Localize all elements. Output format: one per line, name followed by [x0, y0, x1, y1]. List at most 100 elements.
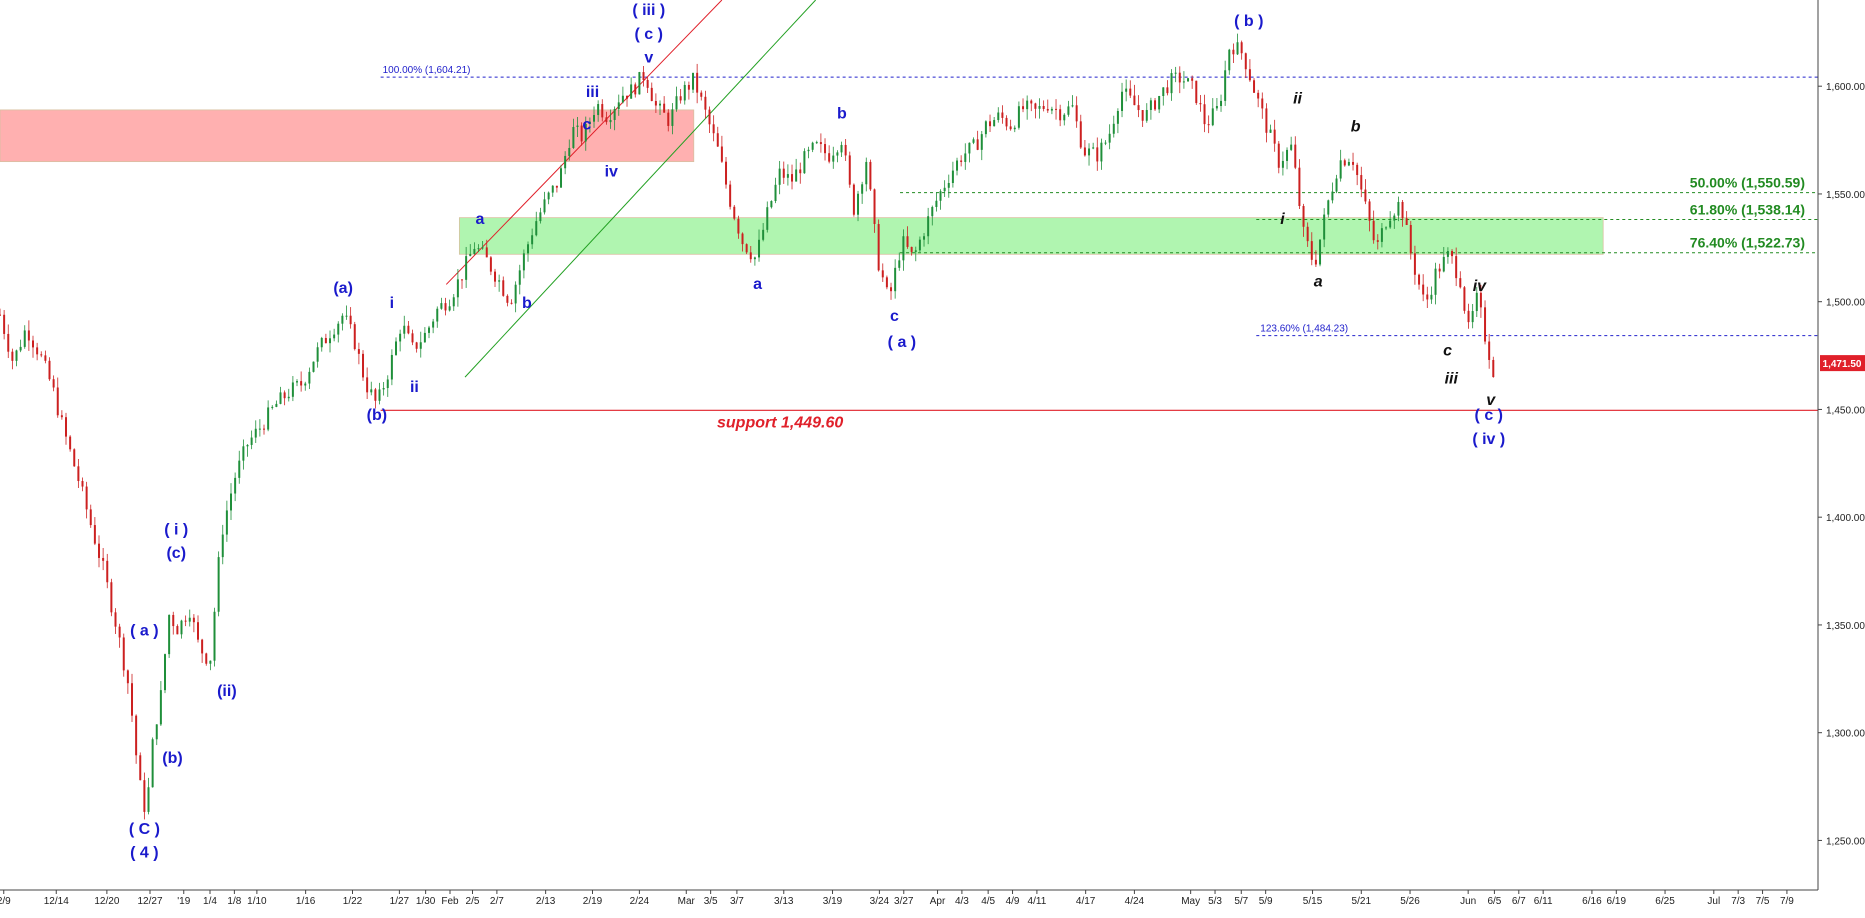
candle-body [1182, 81, 1185, 83]
candle-body [1393, 215, 1396, 221]
candle-body [1471, 311, 1474, 323]
candle-body [943, 187, 946, 192]
candle-body [1034, 103, 1037, 109]
candle-body [758, 239, 761, 258]
candle-body [1475, 292, 1478, 312]
candle-body [448, 306, 451, 311]
candle-body [337, 323, 340, 335]
candle-body [877, 224, 880, 271]
candle-body [1281, 160, 1284, 168]
candle-body [1492, 359, 1495, 378]
date-tick-label: 1/30 [416, 896, 436, 907]
date-tick-label: 3/19 [823, 896, 843, 907]
date-tick-label: 5/21 [1352, 896, 1372, 907]
candle-body [626, 95, 629, 99]
candle-body [927, 216, 930, 237]
candle-body [1430, 294, 1433, 300]
candle-body [489, 257, 492, 272]
candle-body [832, 155, 835, 162]
candle-body [807, 149, 810, 152]
candle-body [300, 381, 303, 386]
wave-label: b [522, 295, 532, 312]
current-price-tag [1820, 355, 1865, 372]
candle-body [407, 325, 410, 334]
candle-body [312, 361, 315, 372]
candle-body [23, 330, 26, 347]
candle-body [1459, 278, 1462, 288]
candle-body [390, 354, 393, 380]
wave-label: ( a ) [888, 334, 916, 351]
candle-body [221, 534, 224, 558]
candle-body [19, 346, 22, 351]
candle-body [1409, 225, 1412, 254]
candle-body [15, 350, 18, 361]
candle-body [885, 277, 888, 288]
candle-body [238, 460, 241, 478]
price-tick-label: 1,250.00 [1826, 836, 1865, 847]
candle-body [692, 72, 695, 90]
candle-body [27, 330, 30, 341]
candle-body [543, 199, 546, 213]
candle-body [209, 660, 212, 664]
candle-body [1125, 88, 1128, 92]
candle-body [786, 174, 789, 178]
candle-body [857, 193, 860, 215]
candle-body [32, 340, 35, 348]
channel-upper [445, 0, 723, 285]
candle-body [704, 96, 707, 110]
candle-body [69, 436, 72, 450]
candle-body [419, 342, 422, 349]
candle-body [1277, 143, 1280, 168]
date-tick-label: Apr [930, 896, 946, 907]
candle-body [436, 308, 439, 322]
candle-body [1248, 69, 1251, 81]
candle-body [1215, 106, 1218, 109]
wave-label: i [390, 295, 394, 312]
candle-body [931, 207, 934, 217]
candle-body [1442, 256, 1445, 272]
candle-body [1347, 161, 1350, 166]
candle-body [382, 388, 385, 390]
candle-body [1339, 160, 1342, 179]
date-tick-label: 4/17 [1076, 896, 1096, 907]
date-tick-label: 1/4 [203, 896, 217, 907]
candle-body [1273, 129, 1276, 144]
candle-body [485, 247, 488, 258]
candle-body [40, 354, 43, 356]
date-tick-label: '19 [177, 896, 190, 907]
candle-body [151, 739, 154, 788]
candle-body [65, 417, 68, 437]
candle-body [848, 155, 851, 185]
candle-body [555, 185, 558, 188]
candle-body [960, 160, 963, 162]
candle-body [1236, 42, 1239, 55]
wave-label: b [837, 106, 847, 123]
candle-body [968, 142, 971, 154]
candle-body [997, 112, 1000, 121]
candle-body [217, 557, 220, 612]
date-tick-label: 4/11 [1028, 896, 1047, 907]
wave-label: a [753, 276, 762, 293]
candle-body [329, 338, 332, 344]
wave-label: (b) [162, 750, 182, 767]
candle-body [370, 389, 373, 393]
candle-body [1438, 268, 1441, 272]
candle-body [634, 84, 637, 95]
candle-body [7, 333, 10, 352]
candle-body [1372, 220, 1375, 241]
candle-body [989, 121, 992, 127]
candle-body [139, 755, 142, 781]
candle-body [415, 342, 418, 349]
date-tick-label: 2/19 [583, 896, 603, 907]
candle-body [1224, 70, 1227, 101]
candle-body [1455, 256, 1458, 279]
candle-body [1137, 105, 1140, 111]
candles-layer [0, 33, 1495, 820]
candle-body [1360, 175, 1363, 190]
candle-body [613, 109, 616, 120]
candle-body [1017, 106, 1020, 128]
channel-lower [464, 0, 817, 378]
candle-body [279, 392, 282, 404]
date-tick-label: 3/7 [730, 896, 744, 907]
candle-body [1434, 268, 1437, 295]
